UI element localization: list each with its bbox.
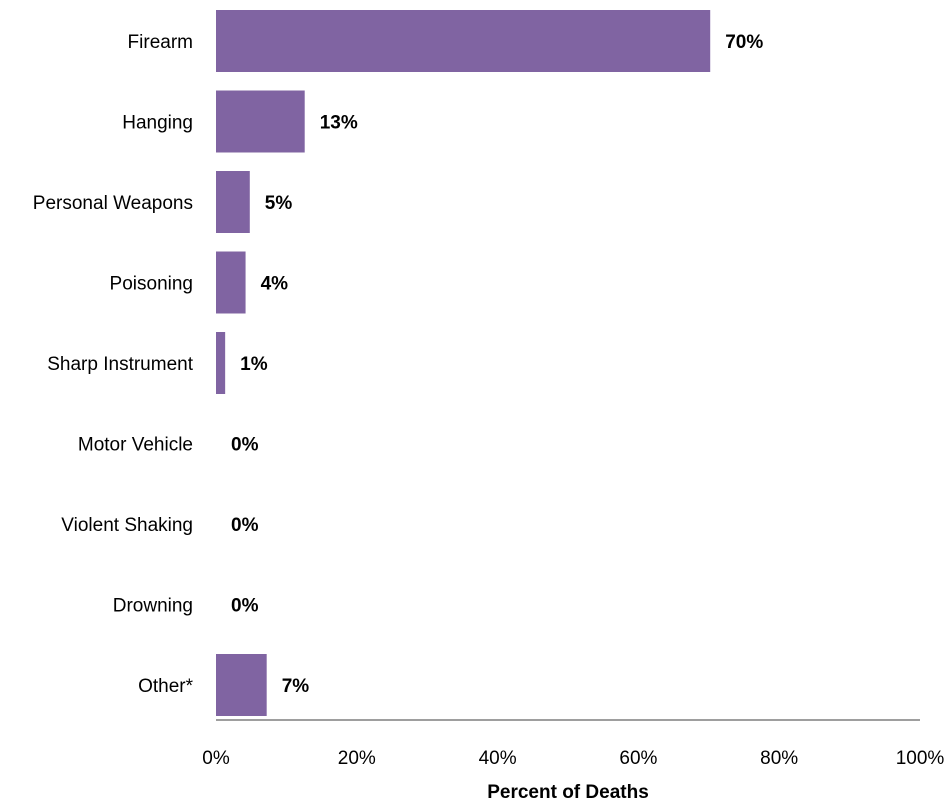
- category-labels-group: Firearm Hanging Personal Weapons Poisoning S…: [33, 32, 194, 697]
- x-tick-labels-group: 0% 20% 40% 60% 80% 100%: [202, 748, 944, 769]
- bars-group: [216, 10, 711, 716]
- category-label-firearm: Firearm: [128, 32, 193, 53]
- bar-personal-weapons: [216, 171, 250, 233]
- data-label-hanging: 13%: [320, 113, 358, 134]
- data-label-motor-vehicle: 0%: [231, 435, 259, 456]
- x-tick-label-40: 40%: [479, 748, 517, 769]
- x-tick-label-100: 100%: [896, 748, 945, 769]
- x-tick-label-0: 0%: [202, 748, 230, 769]
- category-label-violent-shaking: Violent Shaking: [61, 515, 193, 536]
- data-label-firearm: 70%: [725, 32, 763, 53]
- data-label-violent-shaking: 0%: [231, 515, 259, 536]
- category-label-personal-weapons: Personal Weapons: [33, 193, 193, 214]
- x-tick-label-80: 80%: [760, 748, 798, 769]
- data-label-drowning: 0%: [231, 596, 259, 617]
- category-label-drowning: Drowning: [113, 596, 193, 617]
- category-label-poisoning: Poisoning: [110, 274, 193, 295]
- x-axis-title: Percent of Deaths: [487, 782, 649, 803]
- bar-other: [216, 654, 267, 716]
- data-label-poisoning: 4%: [261, 274, 289, 295]
- data-label-sharp-instrument: 1%: [240, 354, 268, 375]
- x-tick-label-20: 20%: [338, 748, 376, 769]
- category-label-hanging: Hanging: [122, 113, 193, 134]
- category-label-sharp-instrument: Sharp Instrument: [47, 354, 193, 375]
- category-label-other: Other*: [138, 676, 194, 697]
- bar-hanging: [216, 90, 305, 153]
- bar-firearm: [216, 10, 711, 72]
- data-label-other: 7%: [282, 676, 310, 697]
- bar-sharp-instrument: [216, 332, 226, 394]
- bar-poisoning: [216, 251, 246, 314]
- x-tick-label-60: 60%: [619, 748, 657, 769]
- data-label-personal-weapons: 5%: [265, 193, 293, 214]
- data-labels-group: 70% 13% 5% 4% 1% 0% 0% 0% 7%: [231, 32, 763, 697]
- category-label-motor-vehicle: Motor Vehicle: [78, 435, 193, 456]
